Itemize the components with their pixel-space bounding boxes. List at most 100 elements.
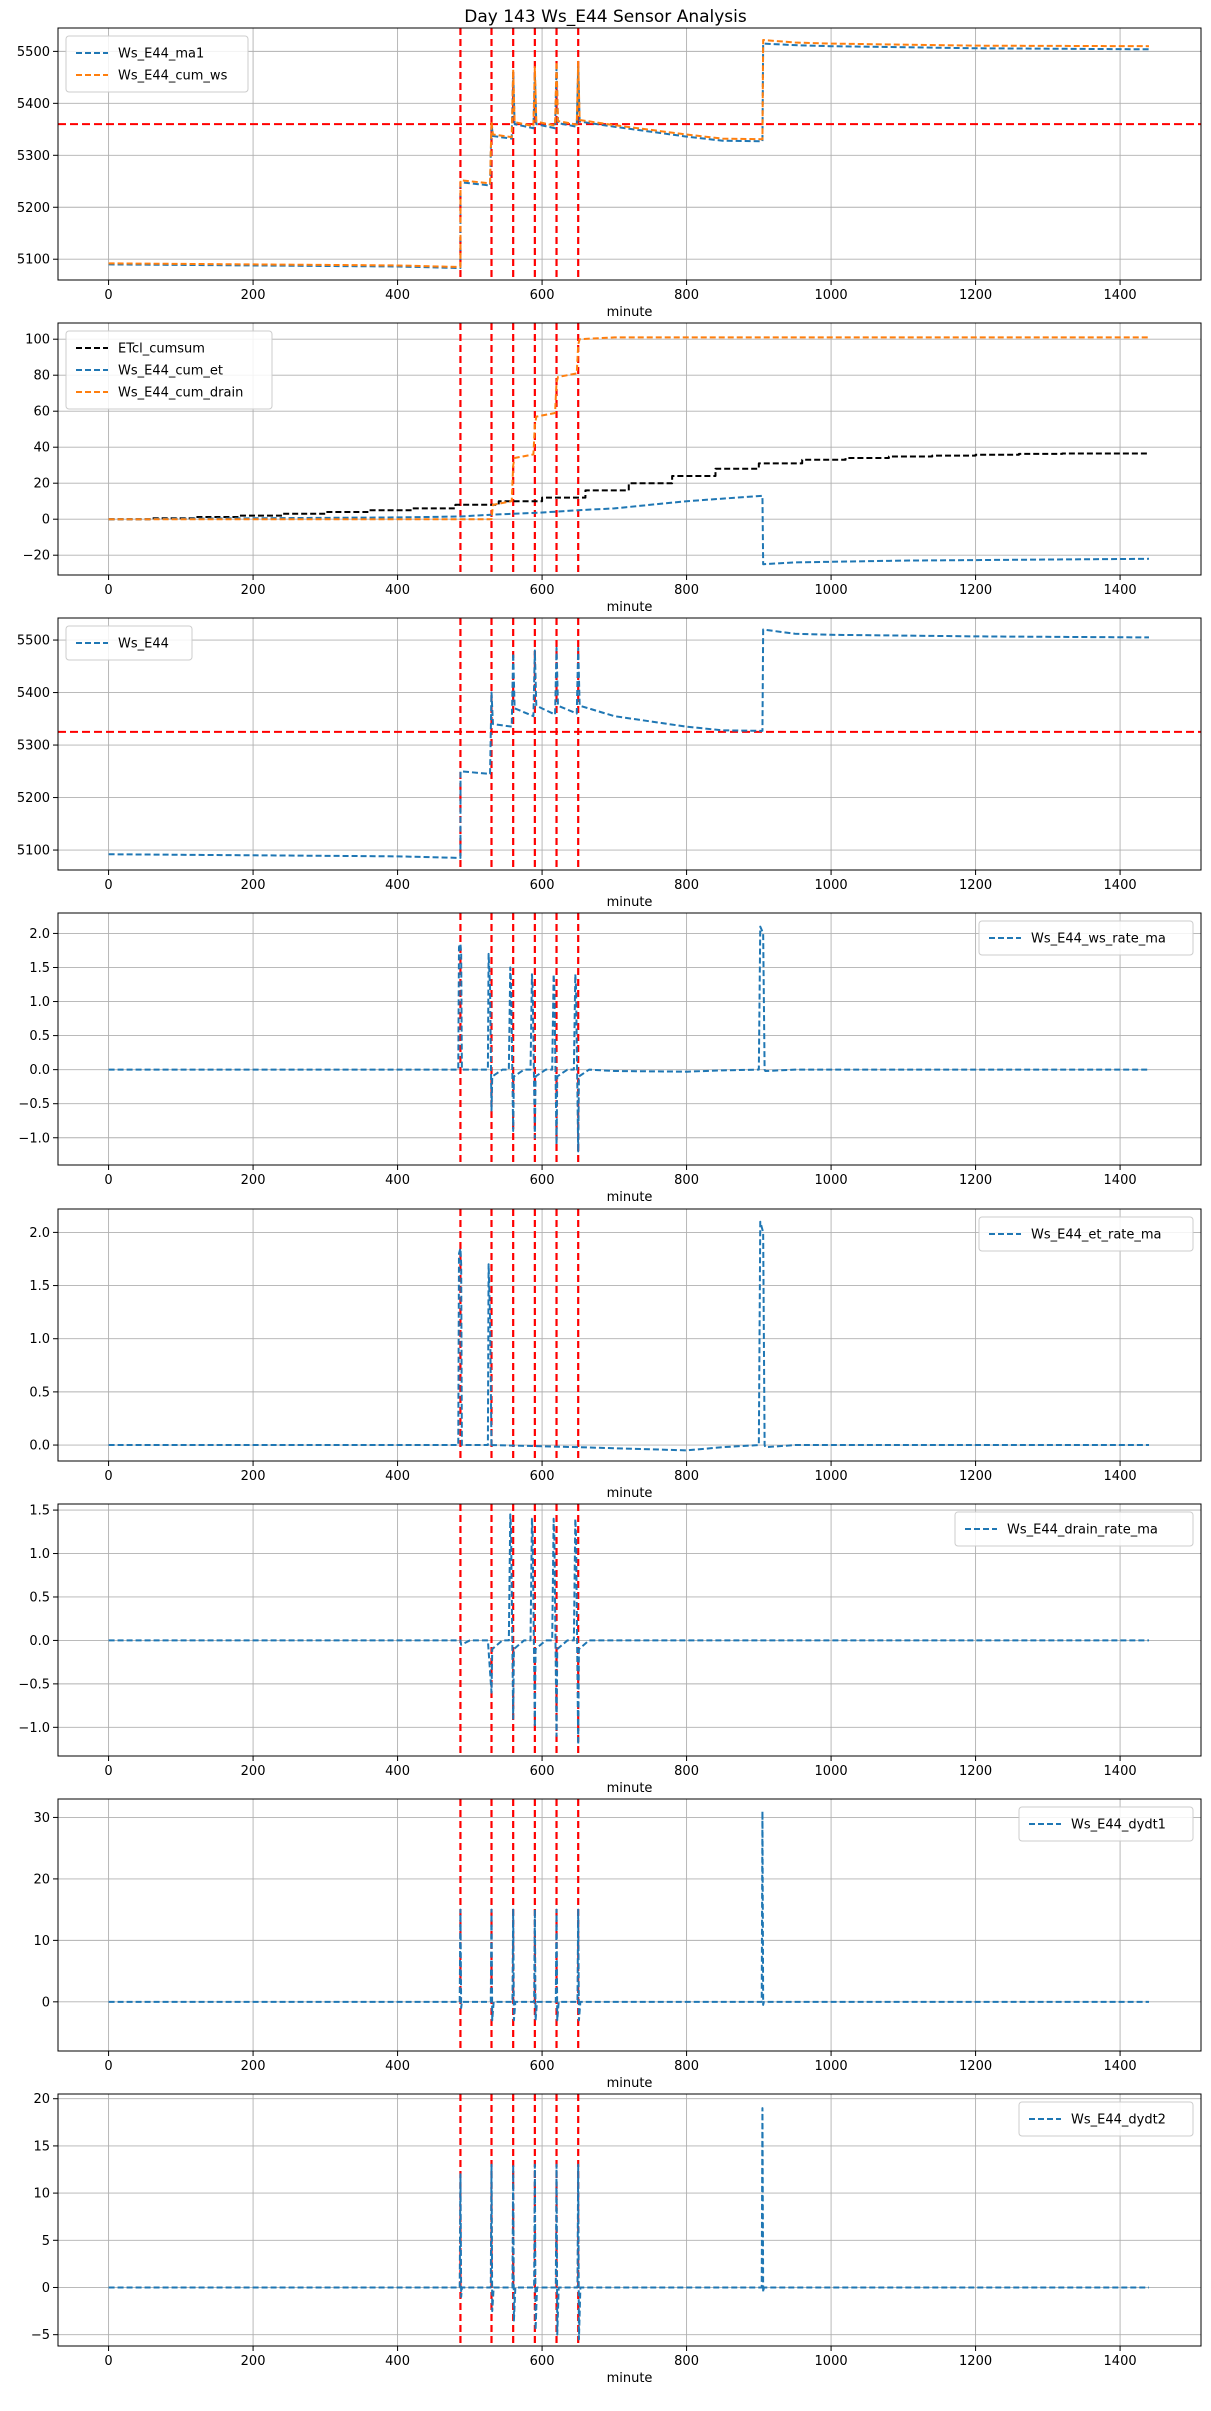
legend-box <box>65 625 193 661</box>
axes-frame <box>57 1503 1202 1757</box>
x-tick-label: 0 <box>104 2059 112 2074</box>
plot-area <box>108 2094 1149 2346</box>
series-line-ws-e44-drain-rate-ma <box>108 1513 1149 1746</box>
chart-panel-7: 0 200 400 600 800 1000 1200 1400 0 10 20 30 minute Ws… <box>33 1798 1202 2091</box>
y-tick-label: 5100 <box>17 844 50 859</box>
x-tick-label: 800 <box>674 2354 699 2369</box>
y-tick-label: 80 <box>33 369 50 384</box>
x-tick-label: 1000 <box>815 1173 848 1188</box>
x-tick-label: 600 <box>530 1764 555 1779</box>
series-line-ws-e44-dydt1 <box>108 1810 1149 2022</box>
x-tick-label: 0 <box>104 1469 112 1484</box>
y-tick-label: −0.5 <box>18 1677 50 1692</box>
y-tick-label: −0.5 <box>18 1097 50 1112</box>
legend: ETcl_cumsum Ws_E44_cum_et Ws_E44_cum_drain <box>65 330 273 410</box>
x-tick-label: 600 <box>530 1173 555 1188</box>
grid <box>58 1799 1201 2051</box>
x-tick-label: 200 <box>241 1469 266 1484</box>
y-tick-label: 5500 <box>17 634 50 649</box>
legend-label: Ws_E44_cum_ws <box>118 69 228 84</box>
x-tick-label: 800 <box>674 1764 699 1779</box>
y-tick-label: 0.5 <box>29 1590 50 1605</box>
x-tick-label: 400 <box>385 2354 410 2369</box>
plot-area <box>108 1799 1149 2051</box>
x-tick-label: 800 <box>674 288 699 303</box>
x-tick-label: 1000 <box>815 878 848 893</box>
y-tick-label: 1.5 <box>29 961 50 976</box>
x-tick-label: 600 <box>530 878 555 893</box>
series-line-ws-e44-ma1 <box>108 42 1149 270</box>
y-tick-label: 5100 <box>17 253 50 268</box>
x-tick-label: 0 <box>104 878 112 893</box>
x-tick-label: 0 <box>104 288 112 303</box>
y-tick-label: 1.5 <box>29 1504 50 1519</box>
legend-label: Ws_E44_ma1 <box>118 47 204 62</box>
series-line-etcl-cumsum <box>108 452 1149 521</box>
x-tick-label: 1400 <box>1104 583 1137 598</box>
chart-panel-6: 0 200 400 600 800 1000 1200 1400 −1.0 −0.5 0.0 0.5 1… <box>18 1503 1202 1796</box>
x-tick-label: 400 <box>385 2059 410 2074</box>
x-tick-label: 1200 <box>959 1469 992 1484</box>
legend-label: ETcl_cumsum <box>118 342 205 357</box>
y-tick-label: 5300 <box>17 149 50 164</box>
x-axis-label: minute <box>607 895 653 910</box>
x-tick-label: 400 <box>385 1764 410 1779</box>
x-tick-label: 1400 <box>1104 2059 1137 2074</box>
y-tick-label: 0 <box>42 1995 50 2010</box>
series-line-ws-e44-cum-et <box>108 494 1149 566</box>
x-tick-label: 1200 <box>959 2059 992 2074</box>
x-tick-label: 1000 <box>815 2354 848 2369</box>
figure-title: Day 143 Ws_E44 Sensor Analysis <box>464 7 747 27</box>
y-tick-label: 0.0 <box>29 1634 50 1649</box>
x-tick-label: 800 <box>674 2059 699 2074</box>
series-line-ws-e44 <box>108 628 1149 859</box>
y-tick-label: −20 <box>23 549 50 564</box>
x-tick-label: 800 <box>674 583 699 598</box>
chart-panel-1: 0 200 400 600 800 1000 1200 1400 5100 5200 5300 540… <box>17 27 1202 320</box>
legend-label: Ws_E44_ws_rate_ma <box>1031 932 1166 947</box>
x-axis-label: minute <box>607 1190 653 1205</box>
legend-label: Ws_E44_cum_drain <box>118 386 243 401</box>
x-axis-label: minute <box>607 305 653 320</box>
x-axis-label: minute <box>607 1486 653 1501</box>
legend-label: Ws_E44_drain_rate_ma <box>1007 1523 1158 1538</box>
x-tick-label: 0 <box>104 583 112 598</box>
chart-panels: 0 200 400 600 800 1000 1200 1400510052005300540… <box>17 27 1202 2386</box>
legend-label: Ws_E44_dydt2 <box>1071 2113 1166 2128</box>
series-line-ws-e44-cum-drain <box>108 336 1149 521</box>
x-tick-label: 600 <box>530 583 555 598</box>
y-tick-label: 0 <box>42 513 50 528</box>
series-line-ws-e44-dydt2 <box>108 2107 1149 2341</box>
x-tick-label: 600 <box>530 2059 555 2074</box>
y-tick-label: 5200 <box>17 201 50 216</box>
x-tick-label: 200 <box>241 2354 266 2369</box>
legend-box <box>65 330 273 410</box>
axes-frame <box>57 27 1202 281</box>
y-tick-label: −1.0 <box>18 1131 50 1146</box>
y-tick-label: 100 <box>25 333 50 348</box>
x-tick-label: 400 <box>385 288 410 303</box>
legend: Ws_E44_dydt1 <box>1018 1806 1194 1842</box>
legend-label: Ws_E44_et_rate_ma <box>1031 1228 1162 1243</box>
y-tick-label: 5400 <box>17 686 50 701</box>
x-tick-label: 1000 <box>815 1764 848 1779</box>
y-tick-label: 10 <box>33 1934 50 1949</box>
y-tick-label: 10 <box>33 2187 50 2202</box>
x-tick-label: 1200 <box>959 288 992 303</box>
chart-panel-2: 0 200 400 600 800 1000 1200 1400 −20 0 20 40 60 80 100… <box>23 322 1202 615</box>
x-tick-label: 200 <box>241 583 266 598</box>
legend: Ws_E44 <box>65 625 193 661</box>
x-tick-label: 1200 <box>959 1173 992 1188</box>
legend-box <box>978 1216 1194 1252</box>
x-tick-label: 1200 <box>959 878 992 893</box>
x-tick-label: 800 <box>674 1173 699 1188</box>
y-tick-label: −1.0 <box>18 1721 50 1736</box>
grid <box>58 28 1201 280</box>
y-tick-label: 40 <box>33 441 50 456</box>
legend: Ws_E44_dydt2 <box>1018 2101 1194 2137</box>
y-tick-label: 20 <box>33 1872 50 1887</box>
axes-frame <box>57 2093 1202 2347</box>
y-tick-label: 0 <box>42 2281 50 2296</box>
y-tick-label: 20 <box>33 2092 50 2107</box>
